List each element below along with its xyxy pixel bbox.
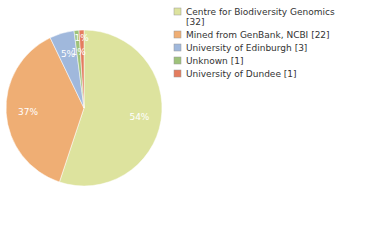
legend-swatch [174, 31, 181, 38]
legend-label: Centre for Biodiversity Genomics[32] [186, 7, 335, 27]
legend-swatch [174, 70, 181, 77]
legend-swatch [174, 8, 181, 15]
legend-label: Mined from GenBank, NCBI [22] [186, 30, 330, 40]
legend: Centre for Biodiversity Genomics[32] Mine… [174, 7, 335, 79]
pie [6, 30, 162, 186]
chart: 54%37%5%1%1%Centre for Biodiversity Geno… [0, 0, 380, 240]
legend-label: Unknown [1] [186, 56, 243, 66]
data-label: 1% [75, 33, 90, 43]
data-label: 54% [129, 112, 149, 122]
data-labels: 54%37%5%1%1% [18, 33, 150, 122]
legend-swatch [174, 44, 181, 51]
legend-label: University of Dundee [1] [186, 69, 297, 79]
legend-swatch [174, 57, 181, 64]
data-label: 1% [71, 47, 86, 57]
legend-label: University of Edinburgh [3] [186, 43, 307, 53]
data-label: 37% [18, 107, 38, 117]
